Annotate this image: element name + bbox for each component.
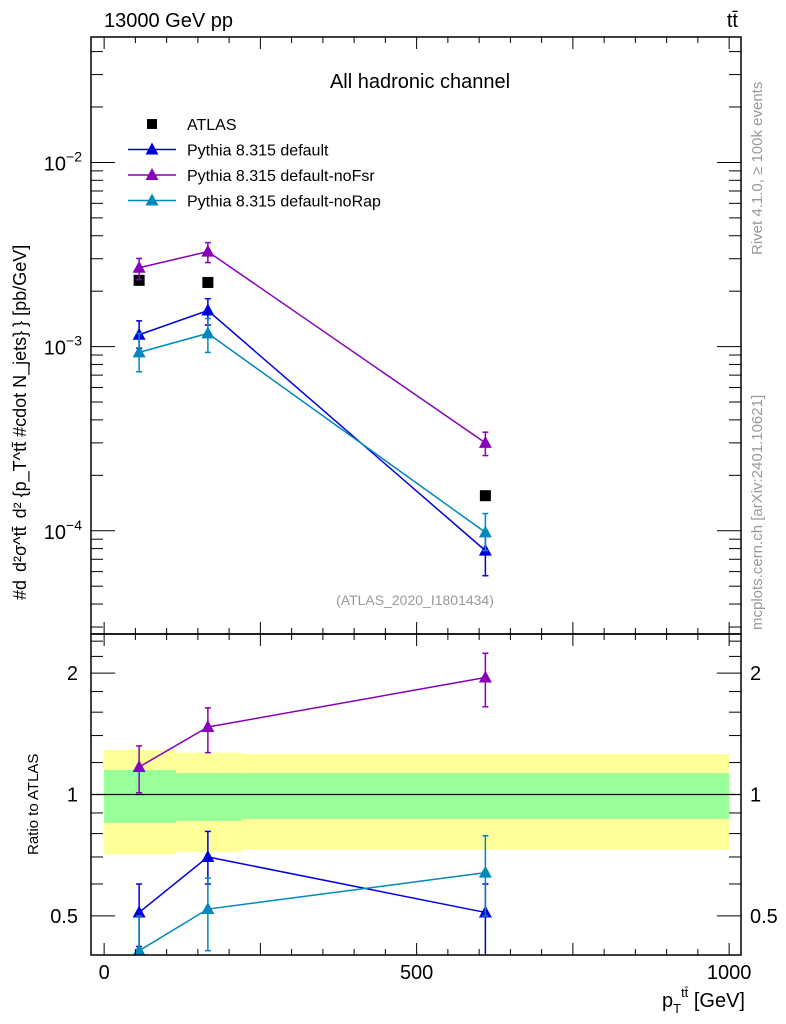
legend-marker-triangle (145, 142, 159, 155)
ratio-marks (132, 652, 492, 955)
ratio-data-point (201, 849, 215, 862)
xlabel-sup: tt̄ (681, 985, 689, 1000)
ratio-y-tick-label-left: 0.5 (50, 906, 78, 928)
main-series-line (138, 309, 486, 552)
legend-entry-label: ATLAS (187, 117, 237, 134)
xlabel-sub: T (673, 1001, 681, 1016)
band-stat-bin (104, 770, 176, 823)
legend-marker-triangle (145, 168, 159, 180)
band-stat-bin (176, 773, 242, 821)
band-stat-bin (241, 773, 730, 819)
ratio-y-tick-label-right: 2 (750, 663, 761, 685)
legend-entry-label: Pythia 8.315 default (187, 143, 329, 160)
legend-entry-label: Pythia 8.315 default-noRap (187, 194, 381, 211)
main-data-point (201, 244, 215, 257)
main-data-point (478, 525, 492, 538)
main-ylabel: #d d²σ^tt̄ d² {p_T^tt̄ #cdot N_jets} } [pb/… (10, 245, 31, 600)
main-series-line (138, 250, 486, 444)
xlabel: pTtt̄ [GeV] (662, 985, 745, 1016)
x-tick-label: 500 (400, 962, 433, 984)
ylabel-numer: #d (10, 580, 30, 600)
ratio-ylabel: Ratio to ATLAS (25, 754, 42, 855)
analysis-label: (ATLAS_2020_I1801434) (336, 592, 494, 608)
process-label: tt̄ (727, 10, 739, 32)
axes: 0 500 1000 10−2 10−3 10−4 0.5 0.5 1 1 2 2 (44, 36, 778, 984)
x-tick-label: 1000 (707, 962, 752, 984)
rivet-label: Rivet 4.1.0, ≥ 100k events (749, 82, 766, 255)
y-tick-label: 10−2 (44, 148, 82, 175)
ratio-series-line (138, 871, 486, 952)
main-data-point (132, 260, 146, 273)
ratio-data-point (478, 670, 492, 683)
main-data-point (132, 345, 146, 358)
ratio-y-tick-label-left: 2 (67, 663, 78, 685)
xlabel-unit: [GeV] (688, 990, 745, 1012)
ratio-series-line (138, 856, 486, 914)
main-title: All hadronic channel (330, 71, 510, 93)
ratio-y-tick-label-right: 1 (750, 785, 761, 807)
main-data-point (202, 276, 214, 288)
main-series-line (138, 332, 486, 533)
y-tick-label: 10−3 (44, 333, 82, 360)
mcplots-label: mcplots.cern.ch [arXiv:2401.10621] (749, 395, 766, 630)
ylabel-unit: } [pb/GeV] (10, 245, 30, 327)
legend: ATLAS Pythia 8.315 default Pythia 8.315 de… (128, 117, 381, 211)
svg-text:pTtt̄ [GeV]: pTtt̄ [GeV] (662, 985, 745, 1016)
y-tick-label: 10−4 (44, 517, 82, 544)
main-data-point (479, 490, 491, 502)
ratio-data-point (201, 902, 215, 915)
ratio-y-tick-label-left: 1 (67, 785, 78, 807)
ratio-data-point (132, 759, 146, 772)
xlabel-p: p (662, 990, 673, 1012)
energy-label: 13000 GeV pp (104, 10, 233, 32)
main-data-point (201, 303, 215, 316)
x-tick-label: 0 (99, 962, 110, 984)
legend-entry-label: Pythia 8.315 default-noFsr (187, 168, 375, 185)
ratio-data-point (478, 865, 492, 878)
ratio-data-point (132, 905, 146, 918)
main-data-point (201, 326, 215, 339)
chart-marks (132, 241, 492, 955)
ratio-bands (91, 749, 741, 855)
ratio-data-point (132, 943, 146, 955)
legend-marker-square (147, 119, 157, 129)
ylabel-frac-top: d²σ^tt̄ (10, 526, 30, 572)
ylabel-frac-bottom: d² {p_T^tt̄ #cdot N_jets} (10, 331, 31, 519)
ratio-y-tick-label-right: 0.5 (750, 906, 778, 928)
main-data-point (478, 435, 492, 448)
legend-marker-triangle (145, 193, 159, 206)
ratio-data-point (201, 720, 215, 733)
